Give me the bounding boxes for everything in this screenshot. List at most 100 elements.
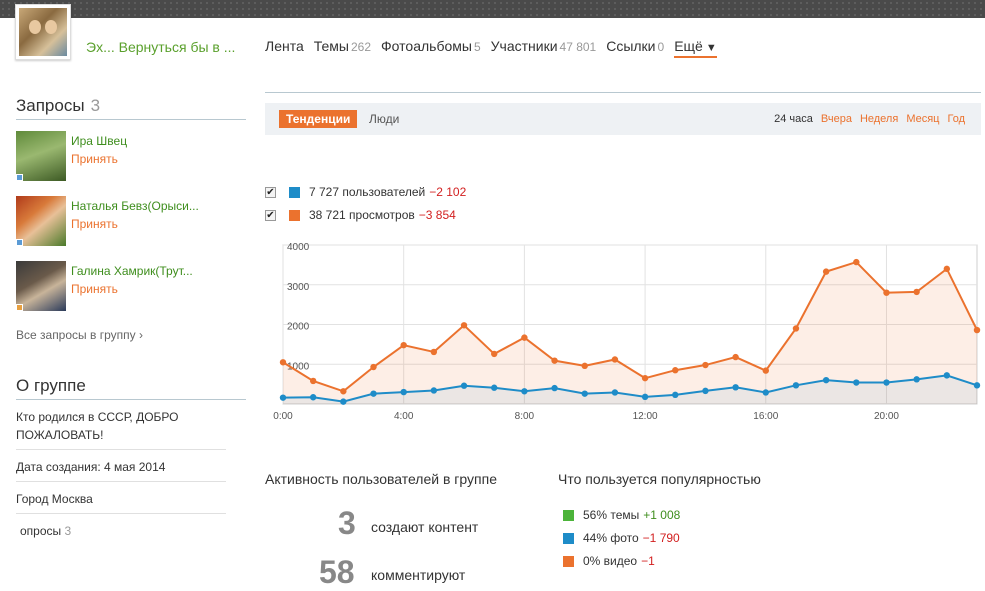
- users-checkbox[interactable]: ✔: [265, 186, 276, 198]
- online-status-icon: [16, 239, 23, 246]
- accept-button[interactable]: Принять: [71, 152, 118, 166]
- nav-more-dropdown[interactable]: Ещё ▼: [674, 38, 717, 58]
- city-info: Город Москва: [16, 482, 226, 514]
- data-point: [853, 379, 860, 386]
- users-total: 7 727 пользователей: [309, 185, 426, 199]
- request-user-name[interactable]: Ира Швец: [71, 134, 128, 148]
- group-avatar-image: [19, 8, 67, 56]
- data-point: [370, 390, 377, 397]
- nav-item-label: Лента: [265, 38, 304, 54]
- series-area: [283, 375, 977, 404]
- activity-label: комментируют: [371, 567, 466, 583]
- request-user-name[interactable]: Галина Хамрик(Трут...: [71, 264, 193, 278]
- tab-trends[interactable]: Тенденции: [279, 110, 358, 128]
- data-point: [853, 258, 860, 266]
- request-item: Ира Швец Принять: [16, 131, 246, 196]
- nav-item-label: Фотоальбомы: [381, 38, 472, 54]
- nav-item-label: Участники: [490, 38, 558, 54]
- group-avatar[interactable]: [15, 4, 71, 60]
- data-point: [430, 348, 438, 356]
- popular-row: 0% видео −1: [563, 554, 655, 568]
- period-yesterday[interactable]: Вчера: [820, 113, 852, 125]
- group-nav: Лента Темы 262 Фотоальбомы 5 Участники 47 8…: [265, 38, 717, 58]
- data-point: [822, 376, 830, 384]
- stats-tabbar: Тенденции Люди 24 часа Вчера Неделя Меся…: [265, 103, 981, 135]
- data-point: [973, 326, 981, 334]
- nav-item-label: Темы: [313, 38, 349, 54]
- data-point: [973, 382, 981, 389]
- y-tick-label: 3000: [287, 282, 310, 293]
- data-point: [400, 388, 407, 396]
- online-status-icon: [16, 304, 23, 311]
- nav-item-count: 47 801: [559, 40, 597, 54]
- nav-item-count: 0: [657, 40, 665, 54]
- polls-link[interactable]: опросы 3: [16, 514, 226, 545]
- request-item: Галина Хамрик(Трут... Принять: [16, 261, 246, 326]
- views-color-swatch: [289, 209, 300, 221]
- users-color-swatch: [289, 186, 300, 198]
- request-avatar[interactable]: [16, 261, 66, 311]
- tab-people[interactable]: Люди: [369, 112, 400, 126]
- activity-title: Активность пользователей в группе: [265, 471, 497, 487]
- data-point: [551, 384, 558, 392]
- users-delta: −2 102: [429, 185, 467, 199]
- group-name-link[interactable]: Эх... Вернуться бы в ...: [86, 39, 236, 55]
- x-tick-label: 8:00: [515, 411, 535, 422]
- popular-color-swatch: [563, 555, 574, 567]
- x-tick-label: 12:00: [633, 411, 658, 422]
- requests-count: 3: [90, 96, 101, 115]
- accept-button[interactable]: Принять: [71, 217, 118, 231]
- series-line: [282, 374, 978, 403]
- created-date: Дата создания: 4 мая 2014: [16, 450, 226, 482]
- popular-delta: −1 790: [642, 531, 680, 545]
- data-point: [792, 325, 800, 332]
- data-point: [702, 361, 709, 369]
- all-requests-link[interactable]: Все запросы в группу ›: [16, 328, 143, 342]
- data-point: [581, 362, 588, 370]
- data-point: [309, 394, 317, 401]
- series-line: [282, 260, 978, 393]
- nav-item-members[interactable]: Участники 47 801: [491, 38, 597, 58]
- data-point: [913, 288, 920, 296]
- popular-text: 56% темы: [583, 508, 640, 522]
- data-point: [430, 387, 438, 394]
- data-point: [792, 382, 800, 389]
- data-point: [641, 393, 649, 401]
- nav-item-count: 262: [351, 40, 372, 54]
- data-point: [309, 377, 317, 385]
- nav-more-label: Ещё: [674, 38, 703, 54]
- request-item: Наталья Бевз(Орыси... Принять: [16, 196, 246, 261]
- request-avatar[interactable]: [16, 196, 66, 246]
- popular-row: 44% фото −1 790: [563, 531, 680, 545]
- accept-button[interactable]: Принять: [71, 282, 118, 296]
- polls-count: 3: [64, 524, 72, 538]
- period-week[interactable]: Неделя: [859, 113, 899, 125]
- request-user-name[interactable]: Наталья Бевз(Орыси...: [71, 199, 199, 213]
- period-year[interactable]: Год: [947, 113, 965, 125]
- legend-users: ✔ 7 727 пользователей −2 102: [265, 185, 466, 199]
- views-checkbox[interactable]: ✔: [265, 209, 276, 221]
- nav-item-feed[interactable]: Лента: [265, 38, 304, 58]
- popular-title: Что пользуется популярностью: [558, 471, 761, 487]
- sidebar: Запросы 3 Ира Швец Принять Наталья Бевз(О…: [16, 96, 246, 545]
- requests-title: Запросы 3: [16, 96, 246, 120]
- data-point: [611, 389, 619, 396]
- request-avatar[interactable]: [16, 131, 66, 181]
- data-point: [340, 398, 347, 405]
- data-point: [883, 289, 890, 296]
- data-point: [913, 376, 920, 383]
- nav-item-albums[interactable]: Фотоальбомы 5: [381, 38, 481, 58]
- period-month[interactable]: Месяц: [906, 113, 940, 125]
- y-tick-label: 2000: [287, 322, 310, 333]
- data-point: [491, 350, 498, 358]
- popular-delta: +1 008: [643, 508, 681, 522]
- x-tick-label: 20:00: [874, 411, 899, 422]
- data-point: [943, 265, 951, 273]
- nav-item-topics[interactable]: Темы 262: [314, 38, 371, 58]
- data-point: [883, 379, 890, 386]
- series-area: [283, 262, 977, 404]
- data-point: [732, 353, 739, 361]
- data-point: [762, 367, 769, 374]
- data-point: [521, 388, 528, 395]
- nav-item-links[interactable]: Ссылки 0: [606, 38, 664, 58]
